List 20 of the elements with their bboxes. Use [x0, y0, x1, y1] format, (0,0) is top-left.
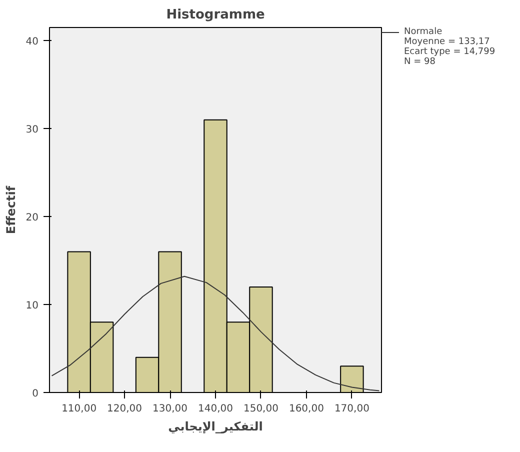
- y-tick-label: 30: [26, 124, 39, 136]
- y-tick-label: 20: [26, 212, 39, 224]
- text: Ecart type = 14,799: [404, 47, 496, 57]
- y-tick-label: 10: [26, 300, 39, 312]
- line-series: [51, 276, 380, 392]
- y-tick-label: 0: [32, 388, 39, 400]
- x-tick-label: 130,00: [152, 404, 188, 414]
- text: N = 98: [404, 57, 436, 67]
- x-tick-label: 110,00: [62, 404, 97, 414]
- chart-title: Histogramme: [166, 8, 265, 22]
- legend-label: Normale: [404, 27, 442, 37]
- y-axis-title: Effectif: [4, 185, 18, 234]
- x-tick-label: 170,00: [334, 404, 370, 414]
- x-tick-label: 150,00: [243, 404, 278, 414]
- x-tick-label: 140,00: [198, 404, 234, 414]
- text: Moyenne = 133,17: [404, 37, 490, 47]
- x-tick-label: 160,00: [288, 404, 324, 414]
- y-tick-label: 40: [26, 36, 39, 48]
- x-tick-label: 120,00: [107, 404, 142, 414]
- x-axis-title: التفكير_الإيجابي: [168, 420, 263, 434]
